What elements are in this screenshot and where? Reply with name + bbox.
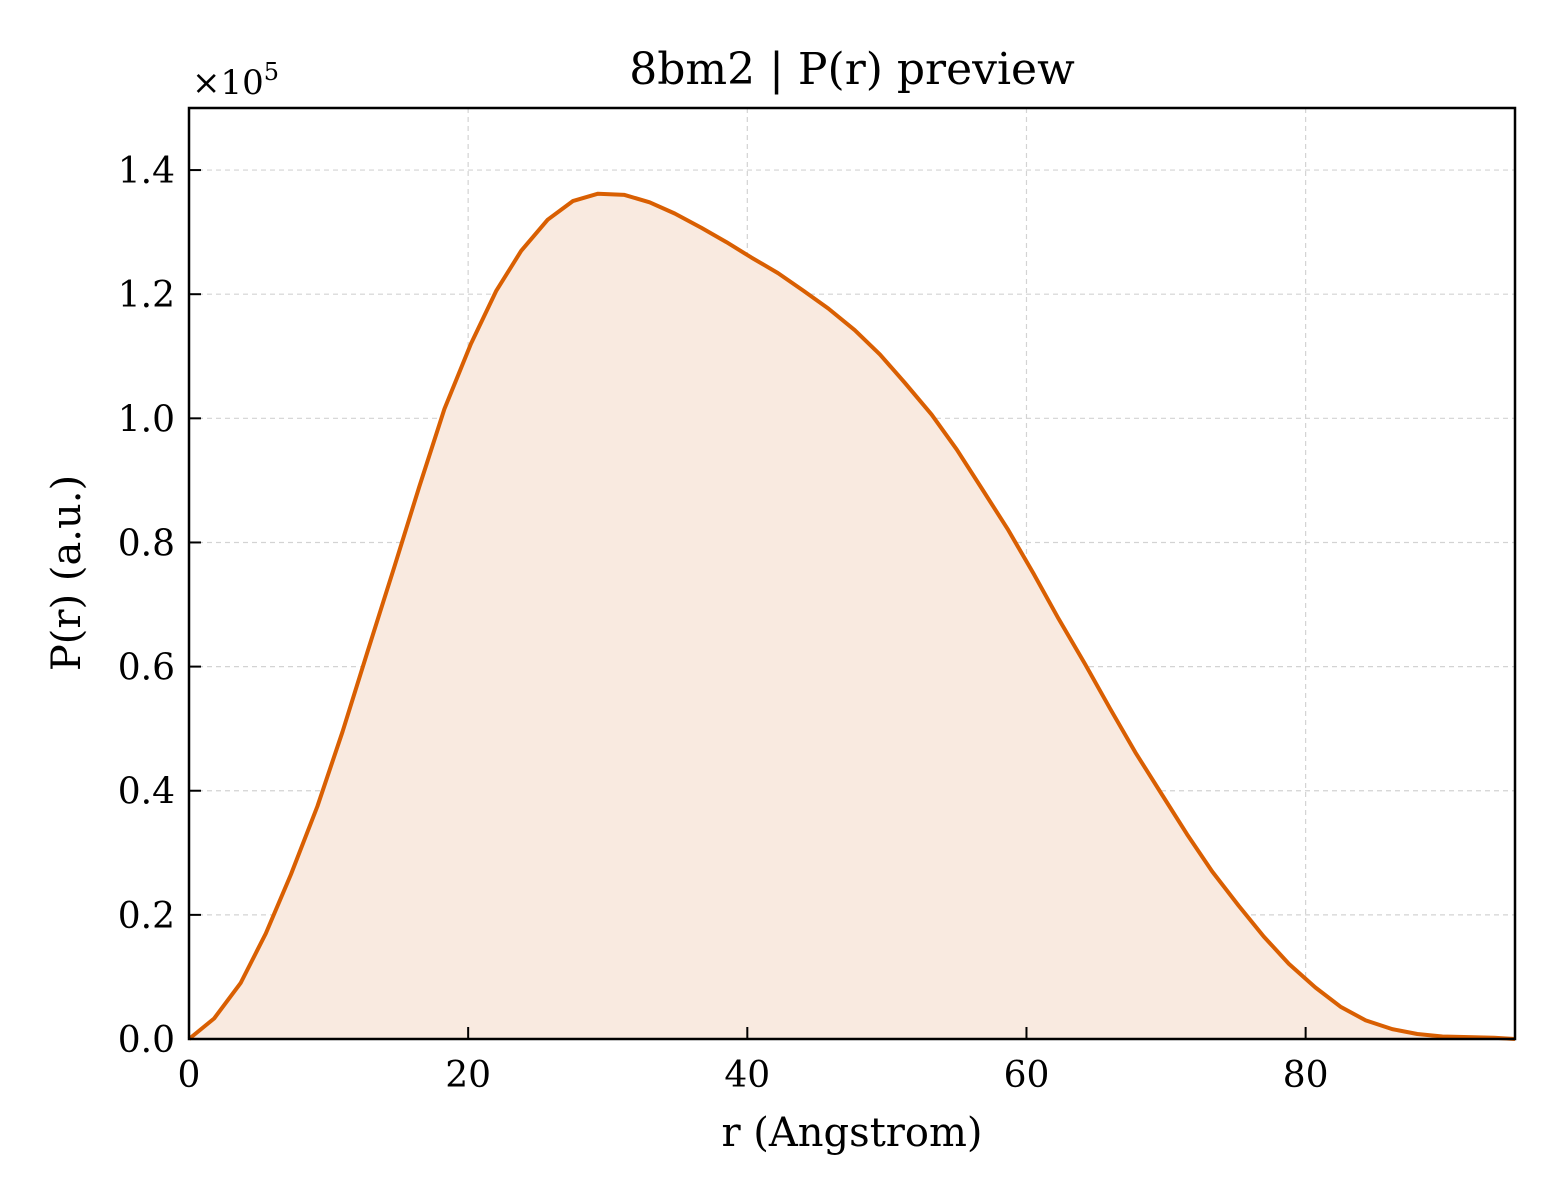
chart-title: 8bm2 | P(r) preview xyxy=(629,44,1075,95)
y-tick-label: 0.2 xyxy=(118,896,175,937)
y-axis-label: P(r) (a.u.) xyxy=(44,475,90,671)
y-tick-label: 1.0 xyxy=(118,399,175,440)
x-axis-label: r (Angstrom) xyxy=(721,1110,982,1156)
y-scale-multiplier: ×105 xyxy=(192,58,279,103)
x-tick-label: 20 xyxy=(445,1055,491,1096)
x-tick-label: 80 xyxy=(1283,1055,1329,1096)
y-tick-label: 1.4 xyxy=(118,151,175,192)
y-scale-base: ×10 xyxy=(192,63,264,103)
y-scale-exponent: 5 xyxy=(264,58,279,86)
y-tick-label: 0.4 xyxy=(118,772,175,813)
x-tick-label: 40 xyxy=(724,1055,770,1096)
x-tick-labels: 0 20 40 60 80 xyxy=(178,1055,1329,1096)
plot-frame xyxy=(187,106,1517,1041)
x-tick-label: 0 xyxy=(178,1055,201,1096)
y-tick-label: 1.2 xyxy=(118,275,175,316)
pr-area-fill xyxy=(189,193,1515,1039)
y-tick-label: 0.6 xyxy=(118,648,175,689)
pr-series-line xyxy=(187,191,1516,1041)
y-tick-labels: 0.0 0.2 0.4 0.6 0.8 1.0 1.2 1.4 xyxy=(118,151,175,1061)
y-tick-label: 0.0 xyxy=(118,1020,175,1061)
x-tick-label: 60 xyxy=(1004,1055,1050,1096)
y-tick-label: 0.8 xyxy=(118,523,175,564)
